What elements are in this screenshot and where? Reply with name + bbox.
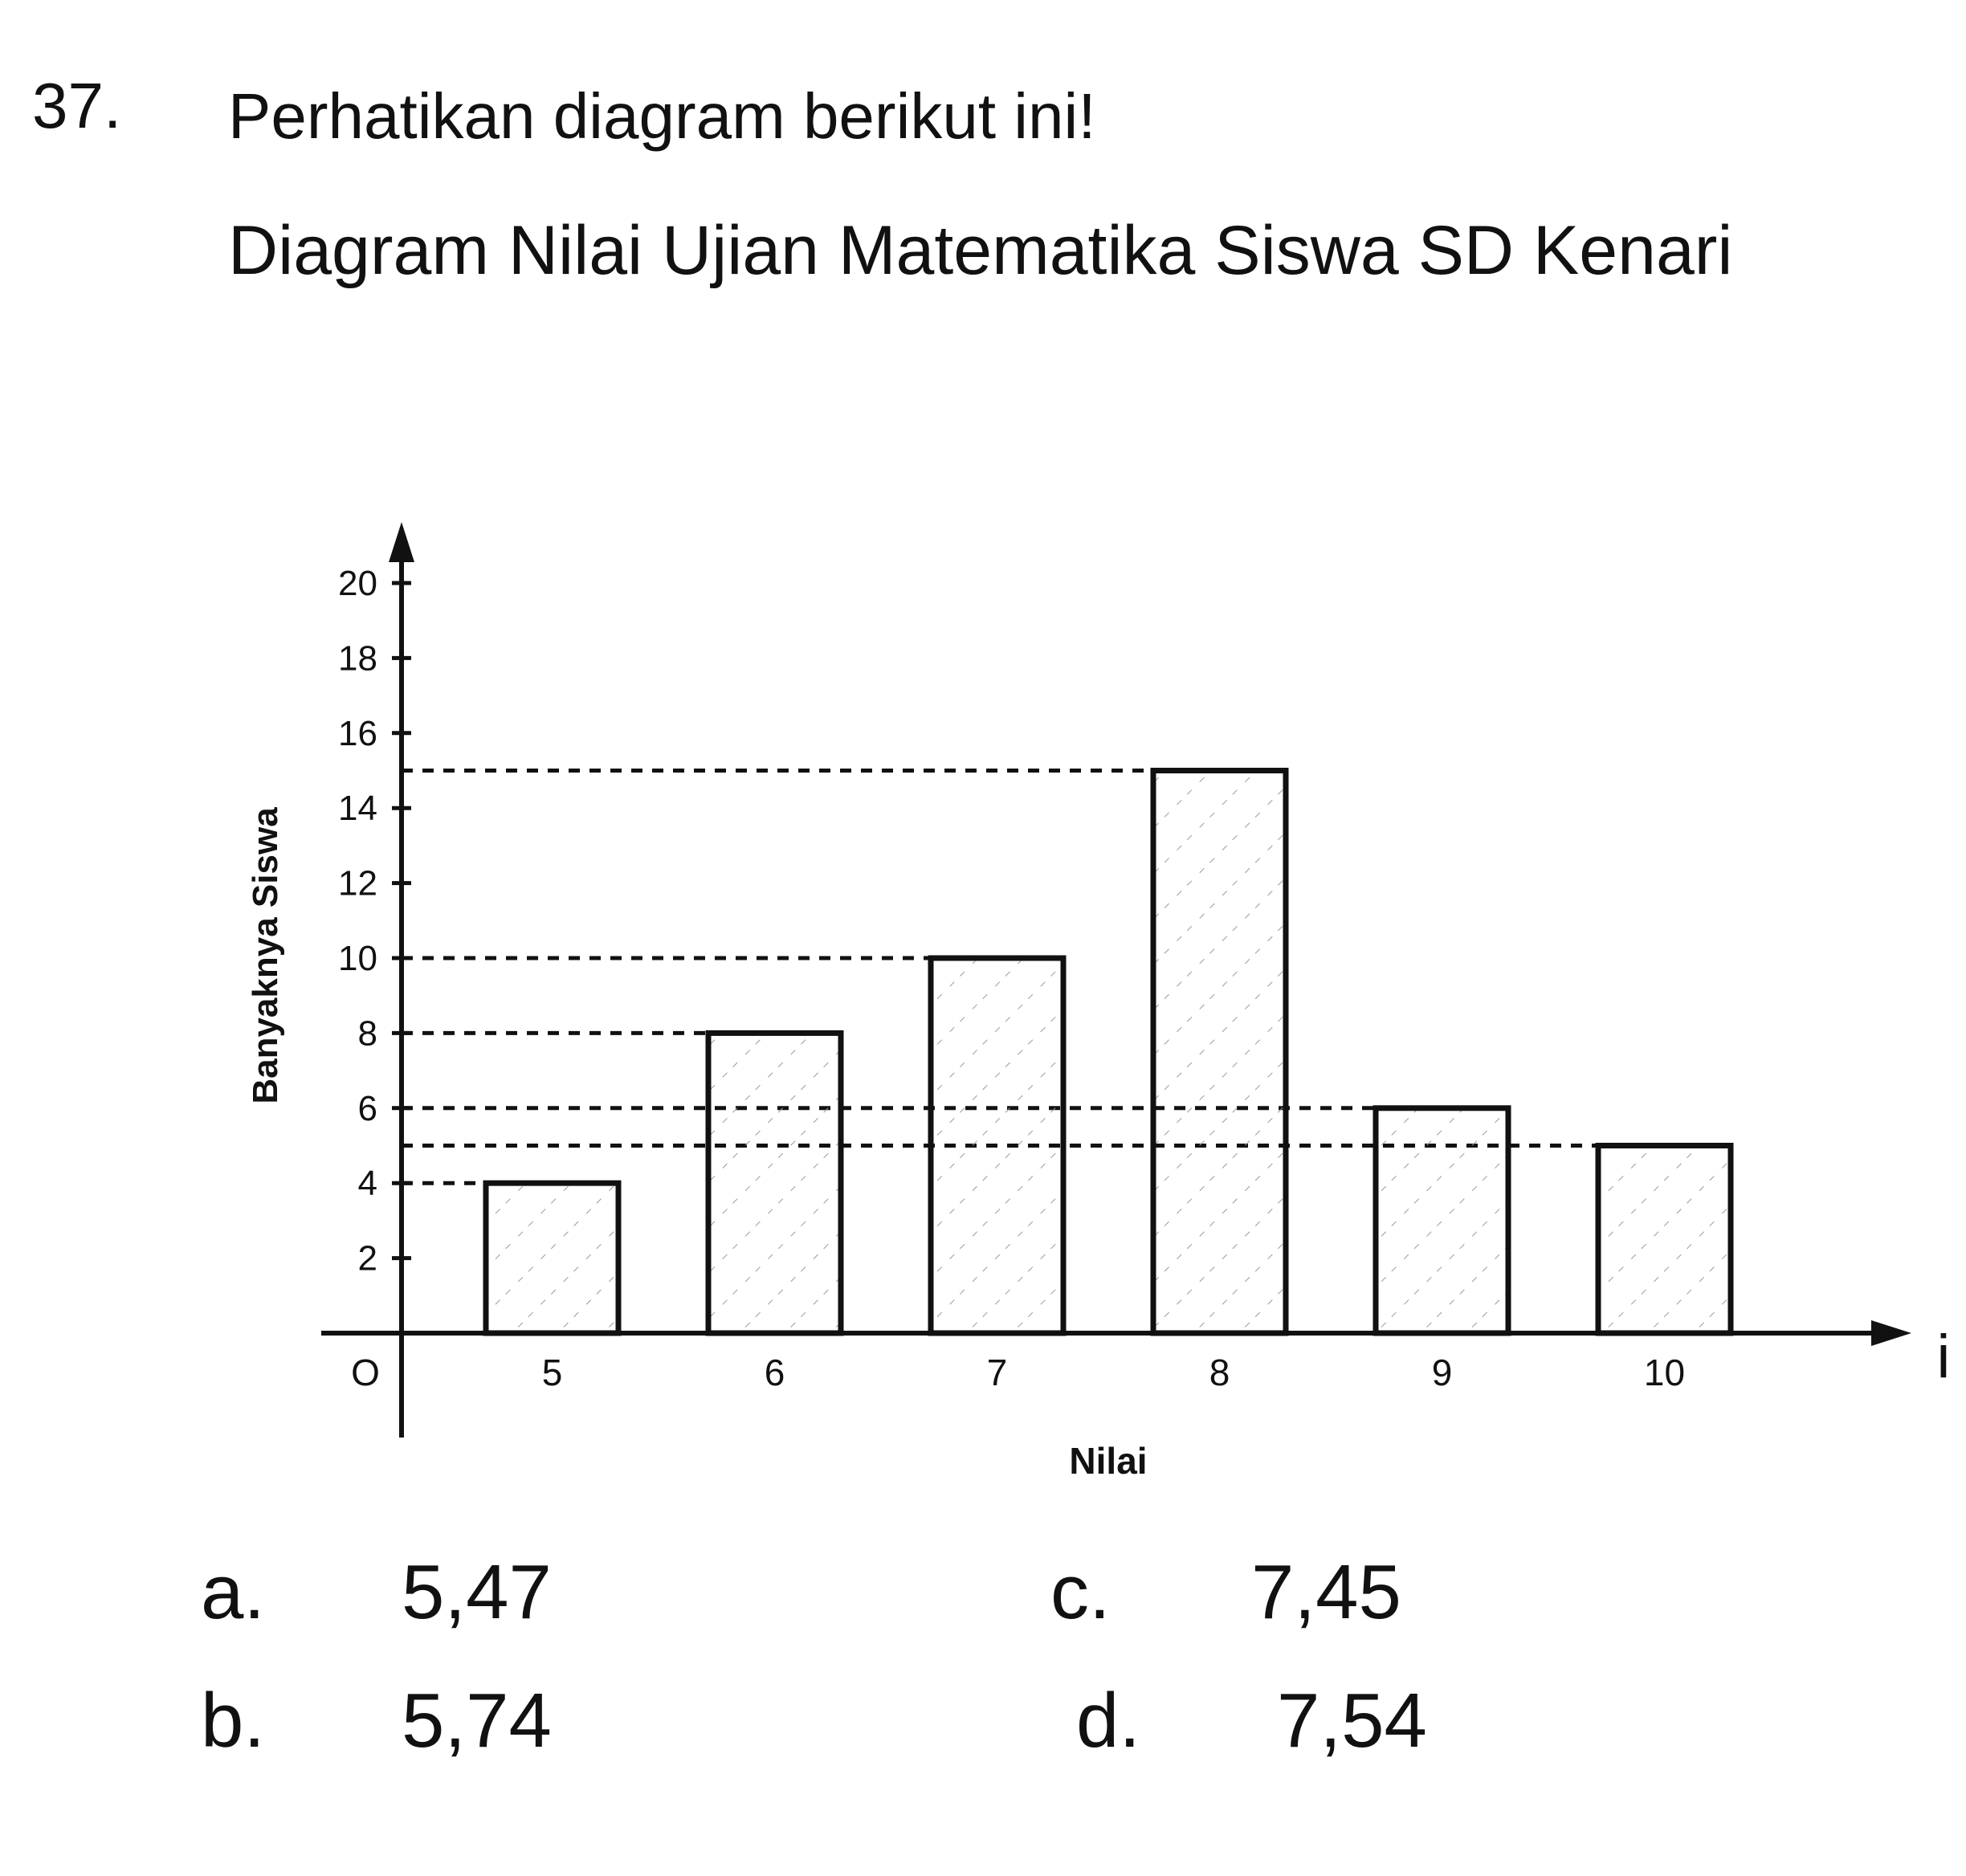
option-d-value: 7,54	[1277, 1678, 1427, 1764]
y-tick-label-4: 4	[358, 1164, 377, 1203]
x-axis-arrow	[1871, 1320, 1911, 1346]
y-tick-label-2: 2	[358, 1239, 377, 1279]
option-b[interactable]: b. 5,74	[201, 1682, 552, 1760]
option-c-label: c.	[1050, 1549, 1111, 1635]
origin-label: O	[351, 1352, 380, 1393]
bar-7	[928, 955, 1067, 1336]
option-d-label: d.	[1076, 1678, 1141, 1764]
option-a-label: a.	[201, 1549, 266, 1635]
x-tick-label-8: 8	[1209, 1352, 1230, 1393]
option-c[interactable]: c. 7,45	[1050, 1554, 1401, 1631]
option-a[interactable]: a. 5,47	[201, 1554, 552, 1631]
y-axis-arrow	[389, 522, 414, 562]
bar-5	[483, 1180, 622, 1336]
question-prompt: Perhatikan diagram berikut ini!	[228, 80, 1096, 152]
option-c-value: 7,45	[1251, 1549, 1401, 1635]
x-tick-label-5: 5	[542, 1352, 563, 1393]
option-a-value: 5,47	[402, 1549, 552, 1635]
x-tick-label-10: 10	[1644, 1352, 1685, 1393]
guide-lines	[402, 769, 1598, 1185]
bar-6	[705, 1030, 844, 1336]
bar-8	[1150, 768, 1289, 1336]
y-tick-label-6: 6	[358, 1089, 377, 1128]
y-tick-label-20: 20	[338, 564, 377, 603]
labels-group: 2 4 6 8 10 12 14 16 18 20 5 6 7 8 9 10 O i Nilai Banyaknya …	[246, 564, 1950, 1482]
axes-group	[321, 522, 1911, 1438]
y-tick-label-10: 10	[338, 939, 377, 978]
bar-10	[1595, 1143, 1734, 1336]
option-b-label: b.	[201, 1678, 266, 1764]
x-tick-label-7: 7	[987, 1352, 1008, 1393]
y-tick-label-16: 16	[338, 714, 377, 753]
x-axis-end-label: i	[1937, 1323, 1951, 1391]
chart-title: Diagram Nilai Ujian Matematika Siswa SD …	[228, 212, 1733, 289]
y-tick-label-12: 12	[338, 864, 377, 903]
bar-9	[1373, 1105, 1511, 1336]
y-axis-title: Banyaknya Siswa	[246, 807, 285, 1104]
x-tick-label-9: 9	[1432, 1352, 1453, 1393]
option-b-value: 5,74	[402, 1678, 552, 1764]
bars-group	[483, 768, 1734, 1336]
bar-chart: 2 4 6 8 10 12 14 16 18 20 5 6 7 8 9 10 O i Nilai Banyaknya …	[246, 522, 1950, 1482]
question-number: 37.	[32, 70, 122, 141]
x-tick-label-6: 6	[765, 1352, 785, 1393]
option-d[interactable]: d. 7,54	[1076, 1682, 1427, 1760]
y-tick-label-14: 14	[338, 789, 377, 828]
y-tick-label-18: 18	[338, 638, 377, 678]
x-axis-title: Nilai	[1069, 1440, 1147, 1482]
y-tick-label-8: 8	[358, 1013, 377, 1053]
